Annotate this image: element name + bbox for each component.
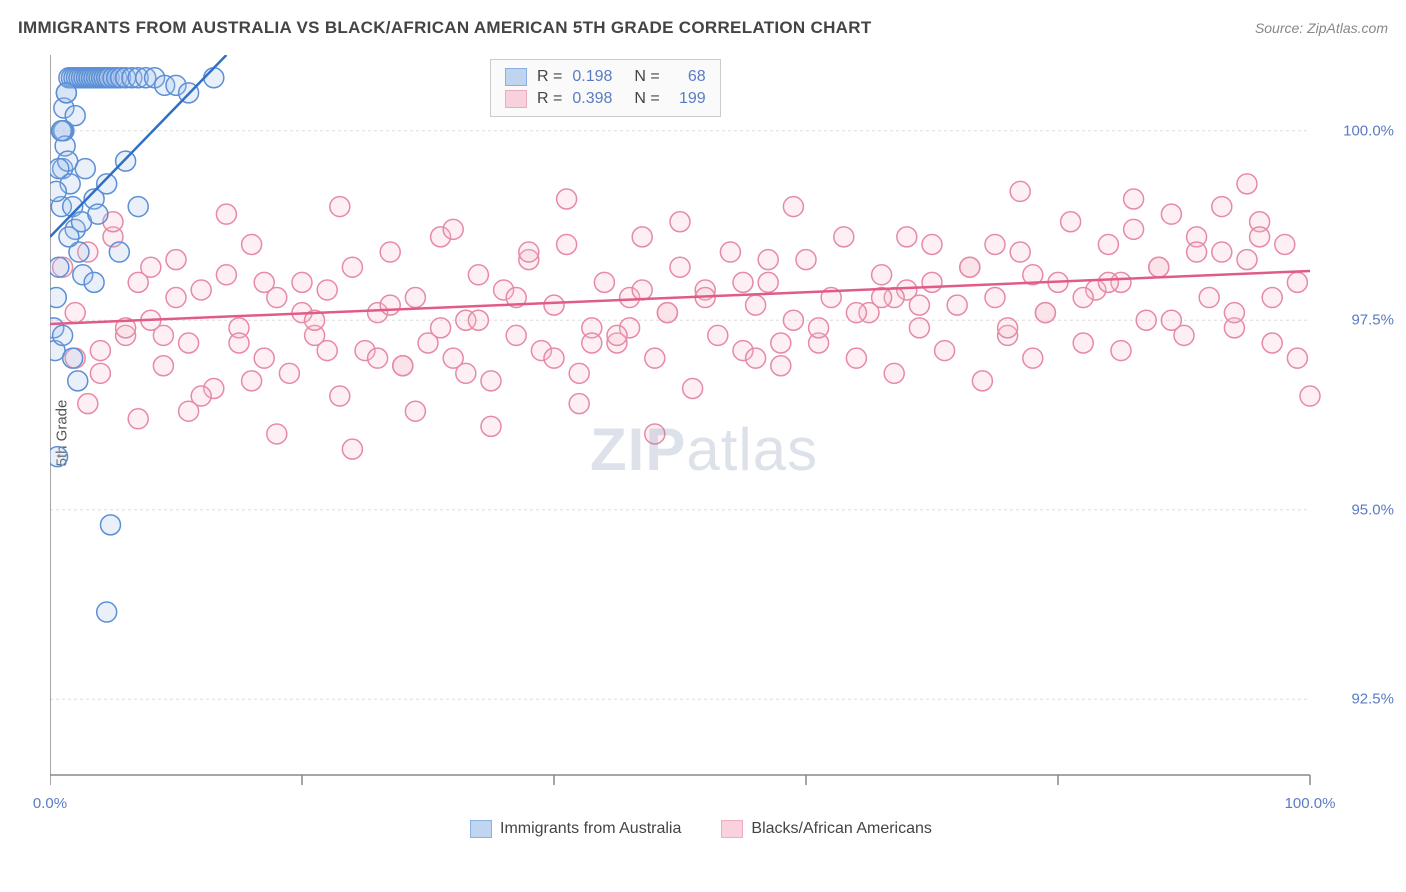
x-tick-label: 100.0% (1285, 795, 1336, 812)
x-tick-label: 0.0% (33, 795, 67, 812)
source-label: Source: ZipAtlas.com (1255, 20, 1388, 36)
legend-n-prefix: N = (634, 90, 659, 108)
legend-r-value: 0.198 (572, 68, 624, 86)
legend-swatch (505, 68, 527, 86)
legend-r-prefix: R = (537, 90, 562, 108)
series-legend-item: Immigrants from Australia (470, 820, 681, 838)
series-legend: Immigrants from Australia Blacks/African… (470, 820, 932, 838)
legend-swatch (470, 820, 492, 838)
legend-n-value: 199 (670, 90, 706, 108)
legend-row: R = 0.398 N = 199 (505, 88, 706, 110)
y-tick-label: 100.0% (1343, 122, 1394, 139)
series-legend-item: Blacks/African Americans (721, 820, 932, 838)
scatter-plot (50, 55, 1350, 810)
chart-title: IMMIGRANTS FROM AUSTRALIA VS BLACK/AFRIC… (18, 18, 872, 38)
correlation-legend: R = 0.198 N = 68 R = 0.398 N = 199 (490, 59, 721, 117)
legend-n-prefix: N = (634, 68, 659, 86)
legend-swatch (721, 820, 743, 838)
series-name: Blacks/African Americans (751, 820, 932, 838)
chart-container: 5th Grade ZIPatlas R = 0.198 N = 68 R = … (50, 55, 1350, 810)
legend-n-value: 68 (670, 68, 706, 86)
y-tick-label: 92.5% (1351, 691, 1394, 708)
legend-r-prefix: R = (537, 68, 562, 86)
y-tick-label: 95.0% (1351, 501, 1394, 518)
legend-r-value: 0.398 (572, 90, 624, 108)
series-name: Immigrants from Australia (500, 820, 681, 838)
legend-swatch (505, 90, 527, 108)
y-tick-label: 97.5% (1351, 312, 1394, 329)
legend-row: R = 0.198 N = 68 (505, 66, 706, 88)
